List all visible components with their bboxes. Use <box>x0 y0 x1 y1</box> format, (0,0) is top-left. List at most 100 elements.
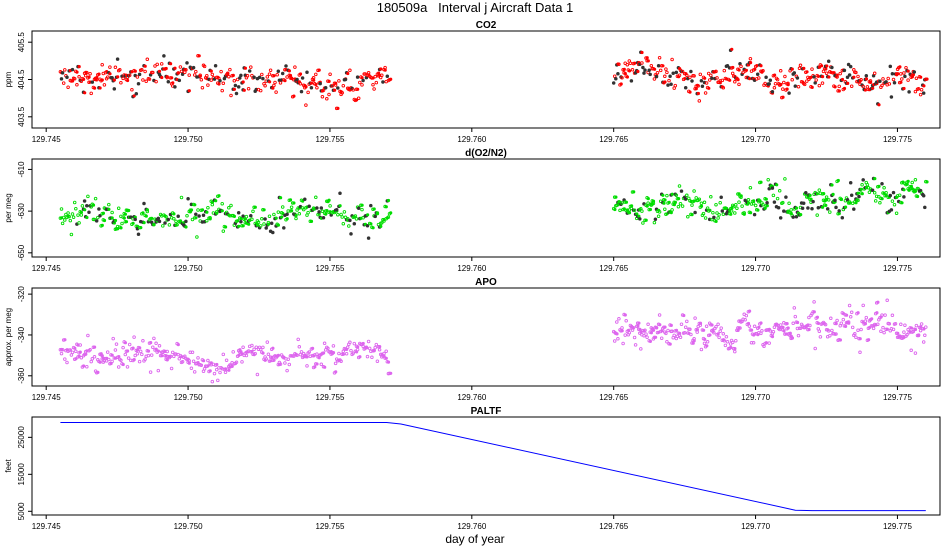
data-point <box>206 358 210 363</box>
data-point <box>272 358 276 362</box>
data-point <box>63 357 67 361</box>
data-point <box>903 323 907 327</box>
data-point <box>654 326 659 330</box>
data-point <box>352 222 357 226</box>
data-point <box>906 78 910 82</box>
data-point <box>877 194 881 199</box>
data-point <box>832 71 836 75</box>
data-point <box>256 220 261 225</box>
data-point <box>781 87 785 91</box>
data-point <box>239 220 243 224</box>
data-point <box>861 84 865 89</box>
y-tick-label: -340 <box>17 326 26 343</box>
data-point <box>121 362 125 367</box>
data-point <box>749 328 754 332</box>
data-point <box>867 190 872 194</box>
data-point <box>669 82 673 86</box>
data-point <box>59 77 64 81</box>
data-point <box>649 331 654 335</box>
data-point <box>345 345 350 349</box>
x-tick-label: 129.755 <box>315 135 344 144</box>
data-point <box>714 324 718 329</box>
data-point <box>890 313 895 318</box>
data-point <box>71 215 76 219</box>
data-point <box>306 90 310 95</box>
data-point <box>317 68 321 72</box>
data-point <box>234 91 239 96</box>
data-point <box>915 194 920 199</box>
data-point <box>146 353 151 358</box>
data-point <box>863 322 868 326</box>
data-point <box>123 352 128 357</box>
data-point <box>735 206 739 210</box>
data-point <box>354 98 359 102</box>
data-point <box>197 214 201 218</box>
data-point <box>132 357 136 362</box>
data-point <box>272 212 276 217</box>
data-point <box>802 82 807 87</box>
data-point <box>165 358 169 362</box>
data-point <box>884 80 888 84</box>
data-point <box>629 206 634 211</box>
data-point <box>710 323 714 327</box>
data-point <box>131 221 135 225</box>
data-point <box>730 47 734 51</box>
data-point <box>724 335 729 339</box>
data-point <box>194 212 198 217</box>
data-point <box>97 72 101 76</box>
data-point <box>192 73 197 77</box>
data-point <box>818 335 823 339</box>
data-point <box>770 334 775 339</box>
data-point <box>172 212 176 216</box>
data-point <box>802 66 806 71</box>
data-point <box>160 354 164 358</box>
data-point <box>348 218 352 223</box>
data-point <box>68 348 73 352</box>
data-point <box>632 190 636 194</box>
data-point <box>644 218 648 222</box>
data-point <box>837 89 841 93</box>
data-point <box>100 223 104 227</box>
data-point <box>721 85 726 90</box>
data-point <box>911 73 916 77</box>
data-point <box>371 82 375 87</box>
data-point <box>826 329 831 333</box>
data-point <box>185 61 189 65</box>
data-point <box>752 199 756 203</box>
data-point <box>648 207 653 212</box>
data-point <box>217 82 221 86</box>
data-point <box>613 207 617 212</box>
data-point <box>812 300 816 304</box>
data-point <box>715 211 719 215</box>
data-point <box>82 364 86 368</box>
data-point <box>382 219 386 223</box>
data-point <box>223 370 228 375</box>
data-point <box>234 360 239 365</box>
data-point <box>194 216 198 220</box>
data-point <box>921 91 926 95</box>
data-point <box>722 339 727 343</box>
data-point <box>221 229 226 233</box>
data-point <box>782 209 786 213</box>
data-point <box>166 217 171 222</box>
data-point <box>323 365 327 369</box>
data-point <box>189 208 194 212</box>
data-point <box>366 339 371 344</box>
data-point <box>258 347 263 352</box>
panel-title: CO2 <box>476 20 497 31</box>
data-point <box>87 210 91 215</box>
data-point <box>127 342 132 347</box>
data-point <box>657 55 662 60</box>
data-point <box>714 219 718 223</box>
data-point <box>781 95 785 99</box>
data-point <box>93 196 98 201</box>
data-point <box>690 79 694 83</box>
data-point <box>79 213 84 217</box>
data-point <box>297 212 302 216</box>
data-point <box>295 353 299 358</box>
data-point <box>278 362 283 366</box>
data-point <box>110 210 114 215</box>
data-point <box>778 69 783 73</box>
data-point <box>239 73 243 78</box>
data-point <box>689 332 693 337</box>
